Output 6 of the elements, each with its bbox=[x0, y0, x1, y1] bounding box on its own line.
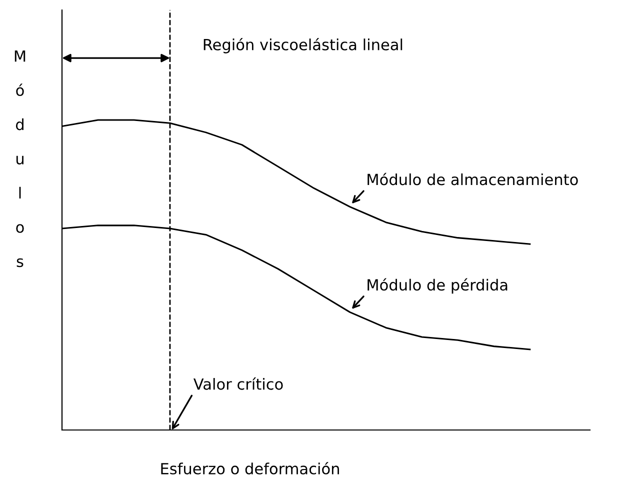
x-axis-title: Esfuerzo o deformación bbox=[161, 462, 339, 474]
text: Región viscoelástica lineal bbox=[204, 38, 402, 54]
series-label: Módulo de pérdida bbox=[368, 278, 508, 294]
series-label: Módulo de almacenamiento bbox=[368, 172, 578, 186]
annotation: Valor crítico bbox=[193, 377, 283, 390]
text: Módulos bbox=[14, 50, 26, 268]
